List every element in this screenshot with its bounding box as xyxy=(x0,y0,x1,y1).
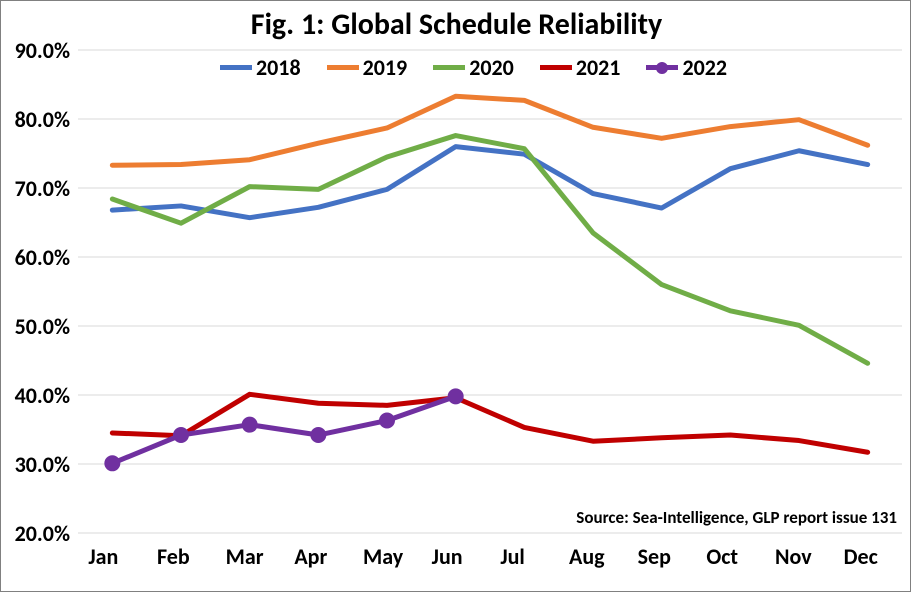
legend-swatch xyxy=(220,65,252,70)
chart-legend: 2018 2019 2020 2021 2022 xyxy=(220,54,727,81)
legend-swatch xyxy=(540,65,572,70)
legend-swatch xyxy=(433,65,465,70)
series-line-2018 xyxy=(112,147,867,218)
legend-item-2022: 2022 xyxy=(646,54,727,81)
series-line-2021 xyxy=(112,394,867,452)
legend-item-2019: 2019 xyxy=(327,54,408,81)
series-marker-2022 xyxy=(105,456,119,470)
legend-item-2021: 2021 xyxy=(540,54,621,81)
legend-label: 2020 xyxy=(469,54,514,81)
series-marker-2022 xyxy=(449,389,463,403)
legend-marker-icon xyxy=(656,62,668,74)
legend-item-2020: 2020 xyxy=(433,54,514,81)
chart-source: Source: Sea-Intelligence, GLP report iss… xyxy=(576,507,897,528)
legend-swatch xyxy=(646,65,678,70)
legend-label: 2022 xyxy=(682,54,727,81)
legend-swatch xyxy=(327,65,359,70)
series-line-2019 xyxy=(112,96,867,165)
series-marker-2022 xyxy=(174,428,188,442)
series-marker-2022 xyxy=(243,418,257,432)
series-line-2020 xyxy=(112,136,867,364)
series-marker-2022 xyxy=(311,428,325,442)
legend-label: 2018 xyxy=(256,54,301,81)
legend-item-2018: 2018 xyxy=(220,54,301,81)
legend-label: 2021 xyxy=(576,54,621,81)
series-marker-2022 xyxy=(380,414,394,428)
legend-label: 2019 xyxy=(363,54,408,81)
chart-plot xyxy=(0,0,913,594)
series-line-2022 xyxy=(112,396,455,463)
